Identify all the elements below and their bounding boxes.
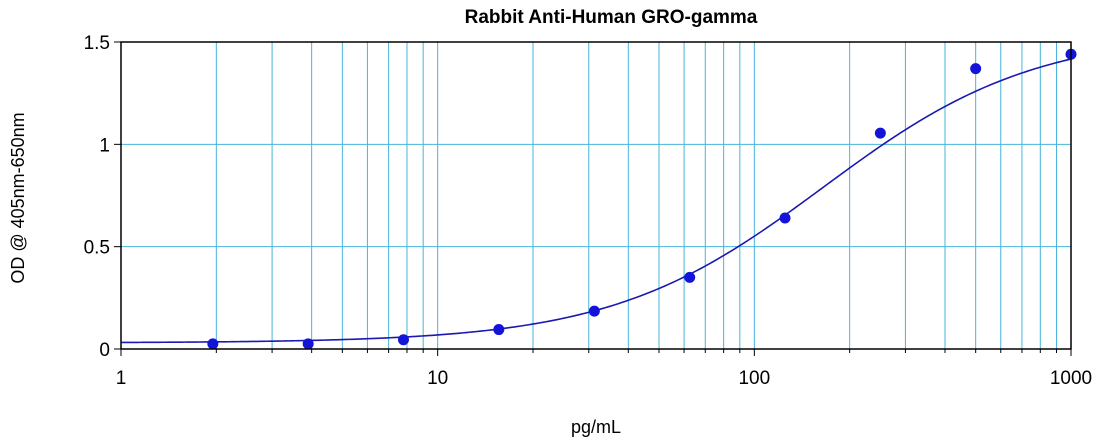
fit-curve bbox=[120, 58, 1072, 344]
fit-curve-group bbox=[120, 58, 1072, 344]
y-tick-labels: 0 0.5 1 1.5 bbox=[84, 33, 110, 361]
data-point bbox=[684, 271, 696, 283]
data-point bbox=[874, 127, 886, 139]
axis-ticks bbox=[114, 41, 1072, 356]
data-point bbox=[493, 324, 505, 336]
y-tick-label: 1.5 bbox=[84, 33, 110, 54]
x-tick-label: 1000 bbox=[1050, 368, 1092, 389]
data-point bbox=[397, 334, 409, 346]
y-tick-label: 0 bbox=[99, 340, 110, 361]
gridlines bbox=[121, 42, 1071, 349]
data-point bbox=[302, 338, 314, 350]
data-point bbox=[779, 212, 791, 224]
x-tick-labels: 1 10 100 1000 bbox=[116, 368, 1092, 389]
plot-frame bbox=[120, 41, 1072, 350]
y-tick-label: 0.5 bbox=[84, 238, 110, 259]
chart-title: Rabbit Anti-Human GRO-gamma bbox=[465, 7, 758, 28]
x-tick-label: 10 bbox=[427, 368, 448, 389]
data-point bbox=[588, 305, 600, 317]
x-axis-label: pg/mL bbox=[571, 417, 621, 437]
x-tick-label: 1 bbox=[116, 368, 127, 389]
x-tick-label: 100 bbox=[738, 368, 770, 389]
y-tick-label: 1 bbox=[99, 135, 110, 156]
data-points bbox=[207, 48, 1077, 350]
y-axis-label: OD @ 405nm-650nm bbox=[8, 112, 28, 283]
data-point bbox=[970, 63, 982, 75]
data-point bbox=[207, 338, 219, 350]
